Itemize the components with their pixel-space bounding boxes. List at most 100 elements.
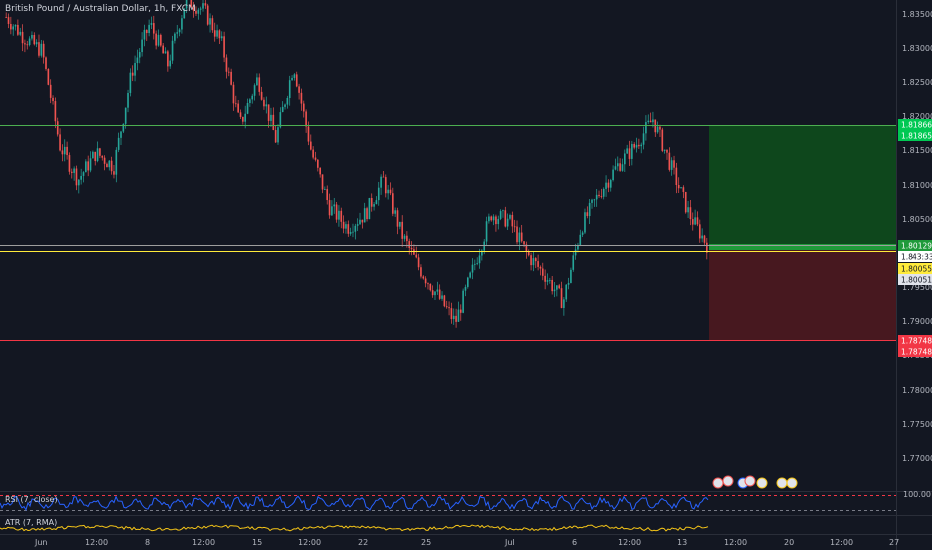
candle-body bbox=[563, 299, 565, 308]
event-icons[interactable] bbox=[712, 475, 798, 489]
candle-body bbox=[567, 282, 570, 285]
candle-body bbox=[218, 30, 221, 39]
flag-icon[interactable] bbox=[722, 475, 734, 487]
candle-body bbox=[131, 72, 134, 76]
candle-body bbox=[527, 251, 530, 256]
candle-body bbox=[464, 286, 467, 291]
flag-icon[interactable] bbox=[744, 475, 756, 487]
candle-body bbox=[127, 92, 129, 108]
candle-body bbox=[537, 261, 539, 267]
candle-body bbox=[178, 29, 181, 33]
candle-body bbox=[274, 130, 277, 143]
candle-body bbox=[85, 161, 87, 173]
candle-body bbox=[94, 151, 97, 162]
candle-body bbox=[474, 263, 476, 265]
candle-body bbox=[155, 33, 157, 46]
candle-body bbox=[99, 148, 101, 156]
candle-body bbox=[502, 210, 504, 212]
candle-body bbox=[101, 155, 104, 158]
candle-body bbox=[263, 99, 265, 107]
candle-body bbox=[31, 35, 33, 39]
candle-body bbox=[642, 133, 645, 145]
sl-badge-bg bbox=[898, 335, 932, 346]
candle-body bbox=[237, 103, 239, 113]
candle-body bbox=[124, 107, 127, 124]
countdown-badge: 43:33 bbox=[912, 253, 932, 262]
candle-body bbox=[581, 232, 584, 235]
yellow-level-badge: 1.80055 bbox=[901, 265, 932, 274]
candle-body bbox=[513, 226, 516, 228]
candle-body bbox=[492, 216, 495, 221]
candle-body bbox=[174, 33, 176, 41]
flag-icon[interactable] bbox=[776, 477, 788, 489]
price-tick: 1.81000 bbox=[902, 181, 932, 190]
candle-body bbox=[520, 232, 523, 242]
candle-body bbox=[66, 146, 68, 156]
loss-zone bbox=[709, 250, 896, 341]
candle-body bbox=[359, 219, 361, 225]
candle-body bbox=[246, 102, 249, 114]
candle-body bbox=[406, 235, 408, 242]
candle-body bbox=[234, 103, 237, 105]
candle-body bbox=[392, 193, 394, 214]
flag-icon[interactable] bbox=[712, 477, 724, 489]
candle-body bbox=[220, 36, 223, 39]
candle-body bbox=[452, 315, 455, 320]
candle-body bbox=[45, 57, 47, 69]
candle-body bbox=[80, 175, 82, 180]
candle-body bbox=[368, 198, 371, 220]
flag-icon[interactable] bbox=[786, 477, 798, 489]
price-tick: 1.83500 bbox=[902, 10, 932, 19]
candle-body bbox=[103, 157, 106, 164]
candle-body bbox=[485, 221, 488, 242]
candle-body bbox=[609, 180, 612, 188]
candle-body bbox=[466, 277, 469, 287]
yellow-level-badge-bg bbox=[898, 263, 932, 274]
candle-body bbox=[347, 224, 350, 234]
candle-body bbox=[167, 51, 169, 67]
candle-body bbox=[277, 127, 279, 143]
rsi-label: RSI (7, close) bbox=[5, 495, 58, 504]
candle-body bbox=[92, 151, 94, 159]
candle-body bbox=[309, 141, 312, 150]
candle-body bbox=[633, 144, 636, 148]
price-tick: 1.78000 bbox=[902, 386, 932, 395]
candle-body bbox=[26, 44, 29, 46]
flag-icon[interactable] bbox=[756, 477, 768, 489]
candle-body bbox=[694, 217, 696, 225]
candle-body bbox=[670, 160, 673, 170]
white-level-badge-bg bbox=[898, 274, 932, 285]
candle-body bbox=[319, 167, 321, 175]
candle-body bbox=[242, 116, 244, 122]
time-tick: 12:00 bbox=[830, 538, 853, 547]
candle-body bbox=[570, 269, 572, 283]
candle-body bbox=[462, 290, 464, 313]
candle-body bbox=[607, 182, 610, 188]
candle-body bbox=[361, 219, 364, 223]
candle-body bbox=[349, 232, 352, 234]
candle-body bbox=[302, 103, 305, 112]
candle-body bbox=[628, 148, 631, 159]
candle-body bbox=[523, 241, 525, 245]
candle-body bbox=[680, 187, 682, 189]
candle-body bbox=[600, 196, 603, 197]
sl-badge-2: 1.78748 bbox=[901, 348, 932, 357]
candle-body bbox=[394, 210, 396, 214]
candle-body bbox=[230, 71, 232, 85]
candle-body bbox=[321, 174, 324, 190]
candles-layer bbox=[5, 0, 708, 328]
candle-body bbox=[192, 7, 195, 11]
candle-body bbox=[24, 43, 26, 45]
time-tick: 8 bbox=[145, 538, 150, 547]
candle-body bbox=[211, 18, 214, 31]
current-price-badge-bg bbox=[898, 251, 932, 262]
candle-body bbox=[656, 126, 659, 133]
candle-body bbox=[181, 18, 183, 30]
candle-body bbox=[441, 295, 443, 299]
candle-body bbox=[544, 275, 546, 282]
time-tick: 6 bbox=[572, 538, 577, 547]
candle-body bbox=[471, 264, 474, 273]
time-axis[interactable]: Jun 12:00 8 12:00 15 12:00 22 25 Jul 6 1… bbox=[34, 538, 899, 547]
candle-body bbox=[572, 255, 575, 270]
